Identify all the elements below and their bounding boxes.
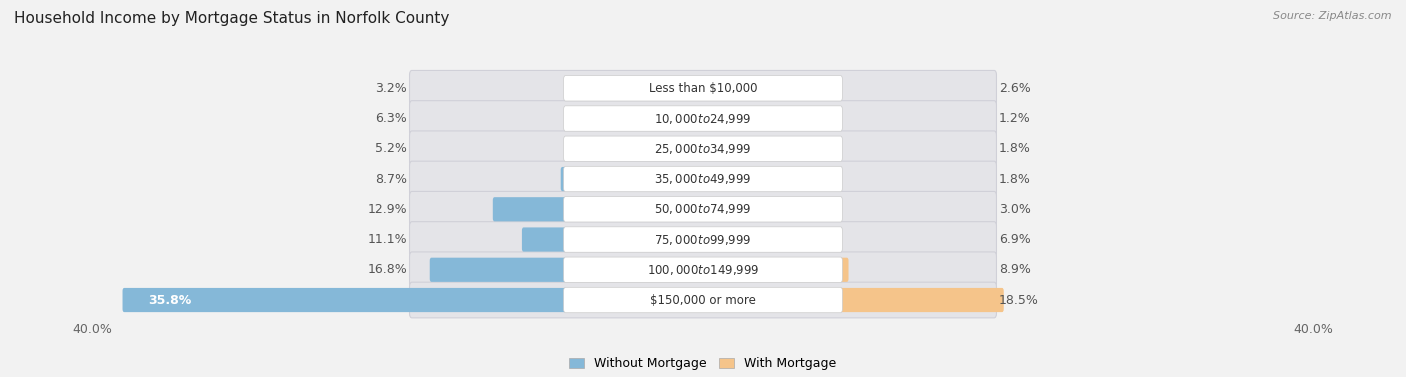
FancyBboxPatch shape — [409, 282, 997, 318]
Text: 40.0%: 40.0% — [1294, 323, 1333, 336]
Text: Less than $10,000: Less than $10,000 — [648, 82, 758, 95]
FancyBboxPatch shape — [522, 227, 567, 251]
Text: $75,000 to $99,999: $75,000 to $99,999 — [654, 233, 752, 247]
Text: $35,000 to $49,999: $35,000 to $49,999 — [654, 172, 752, 186]
Text: 1.8%: 1.8% — [998, 173, 1031, 185]
Text: 5.2%: 5.2% — [375, 142, 408, 155]
FancyBboxPatch shape — [409, 192, 997, 227]
FancyBboxPatch shape — [564, 106, 842, 131]
Text: Source: ZipAtlas.com: Source: ZipAtlas.com — [1274, 11, 1392, 21]
Text: 40.0%: 40.0% — [73, 323, 112, 336]
FancyBboxPatch shape — [564, 136, 842, 161]
FancyBboxPatch shape — [564, 75, 842, 101]
FancyBboxPatch shape — [564, 287, 842, 313]
FancyBboxPatch shape — [494, 197, 567, 221]
Text: 8.7%: 8.7% — [375, 173, 408, 185]
Text: $100,000 to $149,999: $100,000 to $149,999 — [647, 263, 759, 277]
FancyBboxPatch shape — [564, 227, 842, 252]
Text: $50,000 to $74,999: $50,000 to $74,999 — [654, 202, 752, 216]
FancyBboxPatch shape — [409, 252, 997, 288]
FancyBboxPatch shape — [122, 288, 567, 312]
Text: Household Income by Mortgage Status in Norfolk County: Household Income by Mortgage Status in N… — [14, 11, 450, 26]
Text: $150,000 or more: $150,000 or more — [650, 294, 756, 307]
Text: 1.2%: 1.2% — [998, 112, 1031, 125]
Text: $25,000 to $34,999: $25,000 to $34,999 — [654, 142, 752, 156]
Text: 12.9%: 12.9% — [367, 203, 408, 216]
Legend: Without Mortgage, With Mortgage: Without Mortgage, With Mortgage — [564, 352, 842, 375]
FancyBboxPatch shape — [839, 257, 849, 282]
FancyBboxPatch shape — [409, 131, 997, 167]
Text: 2.6%: 2.6% — [998, 82, 1031, 95]
Text: 18.5%: 18.5% — [998, 294, 1039, 307]
FancyBboxPatch shape — [839, 288, 1004, 312]
FancyBboxPatch shape — [564, 257, 842, 282]
Text: $10,000 to $24,999: $10,000 to $24,999 — [654, 112, 752, 126]
Text: 1.8%: 1.8% — [998, 142, 1031, 155]
FancyBboxPatch shape — [409, 101, 997, 136]
Text: 6.9%: 6.9% — [998, 233, 1031, 246]
Text: 6.3%: 6.3% — [375, 112, 408, 125]
FancyBboxPatch shape — [409, 161, 997, 197]
Text: 3.0%: 3.0% — [998, 203, 1031, 216]
Text: 8.9%: 8.9% — [998, 263, 1031, 276]
FancyBboxPatch shape — [430, 257, 567, 282]
Text: 16.8%: 16.8% — [367, 263, 408, 276]
Text: 3.2%: 3.2% — [375, 82, 408, 95]
Text: 11.1%: 11.1% — [367, 233, 408, 246]
FancyBboxPatch shape — [561, 167, 567, 191]
FancyBboxPatch shape — [564, 196, 842, 222]
FancyBboxPatch shape — [409, 222, 997, 257]
FancyBboxPatch shape — [564, 166, 842, 192]
Text: 35.8%: 35.8% — [149, 294, 191, 307]
FancyBboxPatch shape — [409, 70, 997, 106]
